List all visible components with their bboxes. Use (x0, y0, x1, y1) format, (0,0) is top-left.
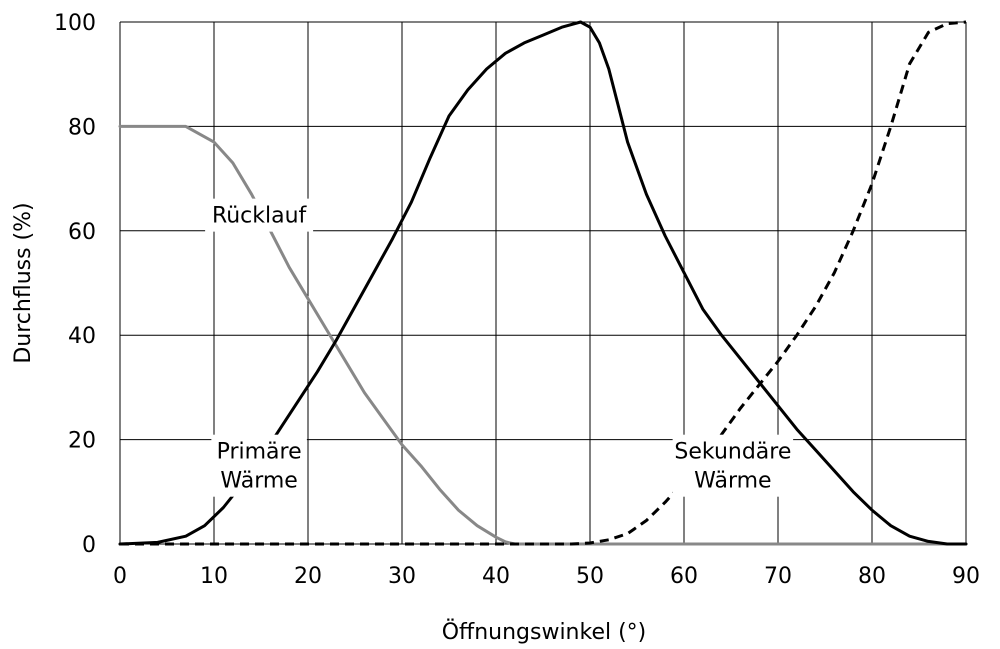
x-tick-labels: 0 10 20 30 40 50 60 70 80 90 (113, 564, 980, 589)
series-line-1 (118, 20, 968, 546)
annotation-label: Primäre (217, 440, 302, 465)
y-tick-label: 20 (68, 429, 96, 454)
x-tick-label: 40 (482, 564, 510, 589)
annotation-backdrop (205, 198, 314, 232)
y-tick-labels: 0 20 40 60 80 100 (54, 11, 96, 558)
annotation-label: Wärme (220, 469, 297, 494)
x-axis-title: Öffnungswinkel (°) (442, 619, 647, 645)
annotation-label: Rücklauf (212, 204, 308, 229)
series-annotations: Rücklauf Primäre Wärme Sekundäre Wärme (205, 198, 794, 497)
y-tick-label: 100 (54, 11, 96, 36)
x-tick-label: 30 (388, 564, 416, 589)
annotation-backdrop (211, 434, 307, 497)
series-line-0 (118, 124, 968, 546)
y-tick-label: 60 (68, 220, 96, 245)
x-tick-label: 10 (200, 564, 228, 589)
x-tick-label: 20 (294, 564, 322, 589)
y-tick-label: 80 (68, 115, 96, 140)
x-tick-label: 80 (858, 564, 886, 589)
series-line-2 (120, 20, 967, 546)
x-tick-label: 70 (764, 564, 792, 589)
x-tick-label: 50 (576, 564, 604, 589)
x-tick-label: 60 (670, 564, 698, 589)
y-axis-title: Durchfluss (%) (11, 202, 36, 363)
annotation-backdrop (672, 434, 794, 497)
annotation-label: Wärme (694, 469, 771, 494)
y-tick-label: 40 (68, 324, 96, 349)
annotation-label: Sekundäre (674, 440, 791, 465)
series-lines (118, 20, 968, 546)
x-tick-label: 90 (952, 564, 980, 589)
y-tick-label: 0 (82, 533, 96, 558)
x-tick-label: 0 (113, 564, 127, 589)
